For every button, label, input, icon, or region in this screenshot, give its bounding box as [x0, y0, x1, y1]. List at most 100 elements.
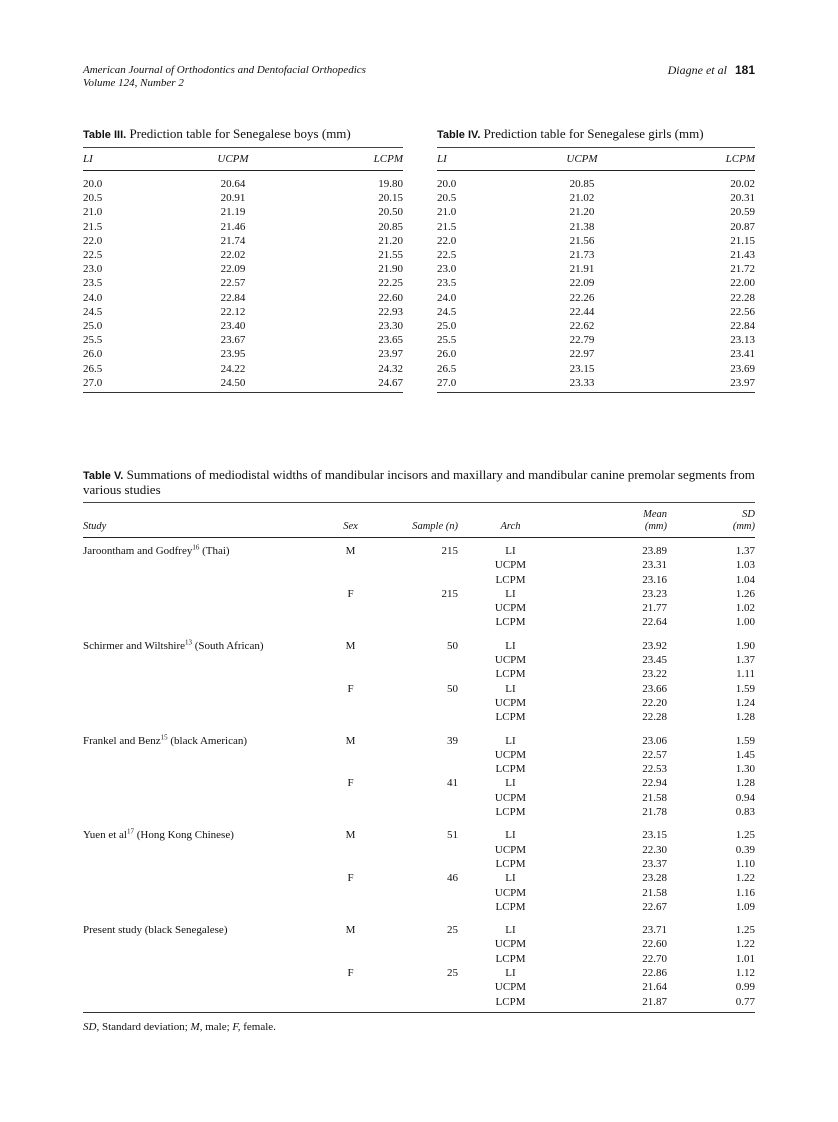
arch-cell: LCPM: [495, 900, 526, 913]
sex-cell: [333, 667, 368, 681]
arch-cell: LCPM: [495, 573, 526, 586]
li-cell: 21.5: [83, 220, 103, 233]
sd-cell: 1.04: [735, 573, 755, 586]
sex-cell: [333, 805, 368, 819]
ucpm-cell: 22.09: [569, 277, 595, 290]
sex-cell: [333, 573, 368, 587]
sample-cell: [368, 857, 458, 871]
table-row: 22.0 21.74 21.20: [83, 234, 403, 248]
li-cell: 26.0: [437, 348, 457, 361]
lcpm-cell: 22.56: [730, 305, 755, 318]
li-cell: 23.5: [83, 277, 103, 290]
ucpm-cell: 22.62: [569, 320, 595, 333]
table3-label: Table III.: [83, 129, 127, 141]
sd-cell: 1.16: [735, 886, 755, 899]
sample-cell: [368, 791, 458, 805]
lcpm-cell: 23.69: [730, 362, 755, 375]
ucpm-cell: 23.15: [569, 362, 595, 375]
mean-cell: 23.16: [642, 573, 667, 586]
reference-superscript: 13: [185, 638, 192, 647]
table-row: UCPM 21.64 0.99: [83, 980, 755, 994]
sex-cell: F: [347, 967, 354, 980]
footnote-text: female.: [240, 1021, 276, 1033]
sample-cell: [368, 573, 458, 587]
lcpm-cell: 23.41: [730, 348, 755, 361]
study-cell: [83, 558, 333, 572]
mean-cell: 22.94: [642, 777, 667, 790]
mean-cell: 23.15: [642, 829, 667, 842]
sample-cell: [368, 886, 458, 900]
li-cell: 23.5: [437, 277, 457, 290]
li-cell: 23.0: [437, 263, 457, 276]
table-row: F 50 LI 23.66 1.59: [83, 682, 755, 696]
table3: LI UCPM LCPM 20.0 20.64 19.80 20.5 20.91 20.1…: [83, 147, 403, 393]
lcpm-cell: 21.20: [378, 234, 403, 247]
table-row: 25.5 22.79 23.13: [437, 333, 755, 347]
mean-cell: 23.37: [642, 857, 667, 870]
study-cell: [83, 762, 333, 776]
col-header-sex: Sex: [343, 521, 358, 532]
footnote-m: M,: [190, 1021, 203, 1033]
table5: Study Sex Sample (n) Arch Mean (mm) SD (mm…: [83, 502, 755, 1013]
arch-cell: LCPM: [495, 857, 526, 870]
lcpm-cell: 23.97: [730, 376, 755, 389]
mean-cell: 23.23: [642, 587, 667, 600]
sex-cell: F: [347, 872, 354, 885]
lcpm-cell: 23.13: [730, 334, 755, 347]
li-cell: 24.5: [437, 305, 457, 318]
sex-cell: M: [345, 829, 356, 842]
sex-cell: [333, 995, 368, 1013]
lcpm-cell: 23.65: [378, 334, 403, 347]
lcpm-cell: 21.43: [730, 249, 755, 262]
col-header: UCPM: [217, 152, 249, 165]
mean-cell: 22.28: [642, 711, 667, 724]
study-name: Frankel and Benz: [83, 734, 161, 747]
table-row: 22.5 22.02 21.55: [83, 248, 403, 262]
sd-cell: 0.94: [735, 791, 755, 804]
sample-cell: 50: [447, 682, 458, 695]
sex-cell: F: [347, 682, 354, 695]
sex-cell: M: [345, 639, 356, 652]
study-cell: [83, 805, 333, 819]
lcpm-cell: 21.90: [378, 263, 403, 276]
arch-cell: UCPM: [494, 696, 527, 709]
table3-title: Prediction table for Senegalese boys (mm…: [129, 126, 351, 141]
arch-cell: LI: [505, 924, 516, 937]
study-cell: [83, 682, 333, 696]
table-row: 27.0 24.50 24.67: [83, 376, 403, 393]
study-cell: [83, 843, 333, 857]
arch-cell: UCPM: [494, 938, 527, 951]
table-row: LCPM 23.16 1.04: [83, 573, 755, 587]
table-row: LCPM 23.37 1.10: [83, 857, 755, 871]
sd-cell: 1.28: [735, 711, 755, 724]
lcpm-cell: 24.32: [378, 362, 403, 375]
lcpm-cell: 19.80: [378, 178, 403, 190]
li-cell: 27.0: [437, 376, 457, 389]
mean-cell: 23.45: [642, 654, 667, 667]
sample-cell: [368, 805, 458, 819]
table4: LI UCPM LCPM 20.0 20.85 20.02 20.5 21.02 20.3…: [437, 147, 755, 393]
mean-cell: 22.57: [642, 748, 667, 761]
table-row: 24.0 22.84 22.60: [83, 291, 403, 305]
sd-cell: 1.03: [735, 559, 755, 572]
table3-caption: Table III. Prediction table for Senegale…: [83, 127, 351, 142]
li-cell: 22.0: [437, 234, 457, 247]
table-row: F 46 LI 23.28 1.22: [83, 871, 755, 885]
col-header-arch: Arch: [500, 521, 521, 532]
sd-unit: (mm): [732, 521, 755, 532]
study-population: (South African): [192, 639, 264, 652]
lcpm-cell: 20.02: [730, 178, 755, 190]
mean-cell: 23.22: [642, 668, 667, 681]
li-cell: 25.0: [437, 320, 457, 333]
sd-cell: 1.37: [735, 545, 755, 557]
table-row: UCPM 23.45 1.37: [83, 653, 755, 667]
table-row: 24.5 22.12 22.93: [83, 305, 403, 319]
li-cell: 24.5: [83, 305, 103, 318]
sex-cell: [333, 653, 368, 667]
study-cell: [83, 952, 333, 966]
mean-cell: 22.64: [642, 616, 667, 629]
table-row: 20.0 20.64 19.80: [83, 171, 403, 192]
sample-cell: 46: [447, 872, 458, 885]
footnote-text: Standard deviation;: [99, 1021, 191, 1033]
li-cell: 24.0: [83, 291, 103, 304]
